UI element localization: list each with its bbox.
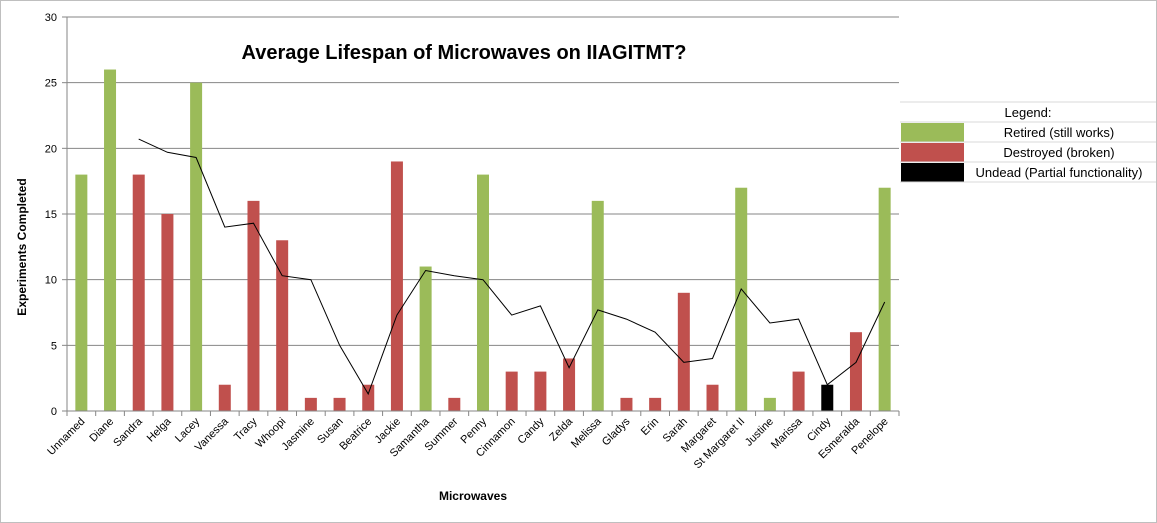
bar-jackie [390,161,403,411]
bar-summer [448,397,461,411]
y-axis-title: Experiments Completed [15,178,29,315]
bar-susan [333,397,346,411]
trendline [138,138,886,396]
bar-lacey [190,82,203,412]
bar-tracy [247,200,260,411]
bar-samantha [419,266,432,411]
legend-swatch-undead [901,163,964,182]
bar-esmeralda [849,332,862,411]
legend-swatch-retired [901,123,964,142]
legend-label-retired: Retired (still works) [1004,125,1115,140]
y-tick-label: 0 [51,406,57,418]
y-tick-label: 5 [51,340,57,352]
bar-marissa [792,371,805,411]
bar-unnamed [75,174,88,411]
legend-label-undead: Undead (Partial functionality) [976,165,1143,180]
bar-melissa [591,200,604,411]
bar-st-margaret-ii [735,187,748,411]
bar-sarah [677,292,690,411]
bar-vanessa [218,384,231,411]
bar-gladys [620,397,633,411]
y-tick-label: 15 [45,209,57,221]
y-tick-label: 30 [45,12,57,24]
legend-title: Legend: [1005,105,1052,120]
bar-sandra [132,174,145,411]
chart-title: Average Lifespan of Microwaves on IIAGIT… [242,42,687,64]
bar-jasmine [304,397,317,411]
y-tick-label: 20 [45,143,57,155]
axes [62,16,900,416]
bar-zelda [563,358,576,411]
bar-justine [763,397,776,411]
legend-label-destroyed: Destroyed (broken) [1003,145,1114,160]
bar-erin [649,397,662,411]
bar-candy [534,371,547,411]
bar-helga [161,214,174,411]
y-tick-label: 10 [45,275,57,287]
bar-penelope [878,187,891,411]
bars [75,69,891,412]
legend-swatch-destroyed [901,143,964,162]
bar-margaret [706,384,719,411]
bar-penny [477,174,489,411]
y-tick-label: 25 [45,78,57,90]
bar-whoopi [276,240,289,411]
bar-diane [104,69,117,412]
y-tick-labels: 0 5 10 15 20 25 30 [45,12,57,418]
bar-cindy [821,384,834,411]
x-axis-title: Microwaves [439,489,507,503]
bar-beatrice [362,384,375,411]
trendline-group [138,138,886,396]
bar-cinnamon [505,371,518,411]
legend: Legend: Retired (still works) Destroyed (b… [900,101,1156,183]
